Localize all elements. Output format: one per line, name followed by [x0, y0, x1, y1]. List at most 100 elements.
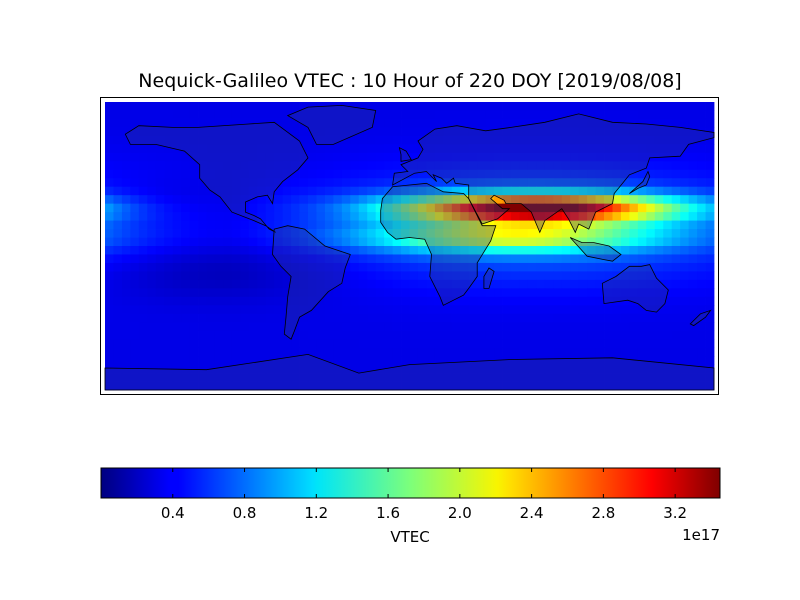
heatmap-cell: [612, 339, 622, 349]
heatmap-cell: [282, 110, 292, 120]
heatmap-cell: [485, 254, 495, 264]
heatmap-cell: [620, 262, 630, 272]
heatmap-cell: [113, 262, 123, 272]
heatmap-cell: [637, 313, 647, 323]
heatmap-cell: [553, 178, 563, 188]
heatmap-cell: [426, 347, 436, 357]
heatmap-cell: [604, 237, 613, 247]
continent-africa: [380, 182, 497, 306]
heatmap-cell: [578, 169, 588, 179]
heatmap-cell: [460, 144, 470, 154]
heatmap-cell: [544, 347, 554, 357]
heatmap-cell: [384, 356, 393, 365]
heatmap-cell: [637, 135, 647, 145]
heatmap-cell: [587, 254, 596, 264]
heatmap-cell: [502, 373, 512, 382]
heatmap-cell: [257, 110, 267, 120]
heatmap-cell: [536, 152, 546, 162]
heatmap-cell: [536, 220, 546, 230]
heatmap-cell: [299, 127, 309, 137]
heatmap-cell: [477, 364, 487, 374]
heatmap-cell: [189, 220, 199, 230]
heatmap-cell: [680, 229, 690, 238]
heatmap-cell: [155, 152, 165, 162]
heatmap-cell: [451, 356, 461, 365]
heatmap-cell: [705, 373, 715, 382]
heatmap-cell: [663, 271, 673, 281]
heatmap-cell: [663, 254, 673, 264]
heatmap-cell: [477, 237, 487, 247]
heatmap-cell: [231, 169, 241, 179]
heatmap-cell: [121, 339, 131, 349]
heatmap-cell: [291, 135, 300, 145]
heatmap-cell: [172, 381, 182, 391]
heatmap-cell: [105, 347, 114, 357]
heatmap-cell: [291, 313, 300, 323]
heatmap-cell: [663, 262, 673, 272]
heatmap-cell: [181, 347, 190, 357]
heatmap-cell: [561, 102, 571, 111]
heatmap-cell: [384, 381, 393, 391]
heatmap-cell: [654, 237, 664, 247]
heatmap-cell: [231, 152, 241, 162]
heatmap-cell: [274, 364, 284, 374]
heatmap-cell: [511, 364, 520, 374]
heatmap-cell: [147, 152, 157, 162]
heatmap-cell: [426, 279, 436, 289]
heatmap-cell: [604, 110, 613, 120]
heatmap-cell: [324, 229, 334, 238]
heatmap-cell: [231, 220, 241, 230]
heatmap-cell: [561, 330, 571, 340]
heatmap-cell: [206, 296, 216, 306]
heatmap-cell: [147, 203, 157, 213]
heatmap-cell: [654, 279, 664, 289]
heatmap-cell: [198, 212, 207, 221]
heatmap-cell: [316, 229, 326, 238]
heatmap-cell: [308, 356, 317, 365]
heatmap-cell: [604, 229, 613, 238]
heatmap-cell: [705, 364, 715, 374]
heatmap-cell: [697, 161, 706, 171]
heatmap-cell: [231, 195, 241, 205]
heatmap-cell: [578, 212, 588, 221]
heatmap-cell: [536, 305, 546, 315]
heatmap-cell: [299, 313, 309, 323]
heatmap-cell: [291, 271, 300, 281]
heatmap-cell: [680, 144, 690, 154]
heatmap-cell: [324, 127, 334, 137]
heatmap-cell: [392, 102, 402, 111]
heatmap-cell: [392, 237, 402, 247]
heatmap-cell: [417, 305, 427, 315]
heatmap-cell: [223, 186, 233, 196]
heatmap-cell: [637, 296, 647, 306]
heatmap-cell: [240, 339, 250, 349]
heatmap-cell: [214, 262, 224, 272]
heatmap-cell: [646, 356, 656, 365]
heatmap-cell: [248, 356, 258, 365]
heatmap-cell: [663, 169, 673, 179]
heatmap-cell: [181, 279, 190, 289]
colorbar-label: VTEC: [390, 528, 430, 546]
heatmap-cell: [198, 364, 207, 374]
heatmap-cell: [646, 144, 656, 154]
heatmap-cell: [105, 161, 114, 171]
heatmap-cell: [375, 195, 385, 205]
heatmap-cell: [629, 262, 639, 272]
heatmap-cell: [324, 347, 334, 357]
heatmap-cell: [443, 339, 453, 349]
heatmap-cell: [248, 313, 258, 323]
heatmap-cell: [697, 271, 706, 281]
heatmap-cell: [688, 118, 698, 128]
heatmap-cell: [164, 144, 174, 154]
heatmap-cell: [426, 135, 436, 145]
heatmap-cell: [646, 322, 656, 332]
heatmap-cell: [181, 381, 190, 391]
heatmap-cell: [578, 229, 588, 238]
heatmap-cell: [375, 237, 385, 247]
heatmap-cell: [451, 127, 461, 137]
heatmap-cell: [113, 313, 123, 323]
heatmap-cell: [350, 296, 360, 306]
heatmap-cell: [637, 279, 647, 289]
heatmap-cell: [502, 262, 512, 272]
heatmap-cell: [231, 212, 241, 221]
